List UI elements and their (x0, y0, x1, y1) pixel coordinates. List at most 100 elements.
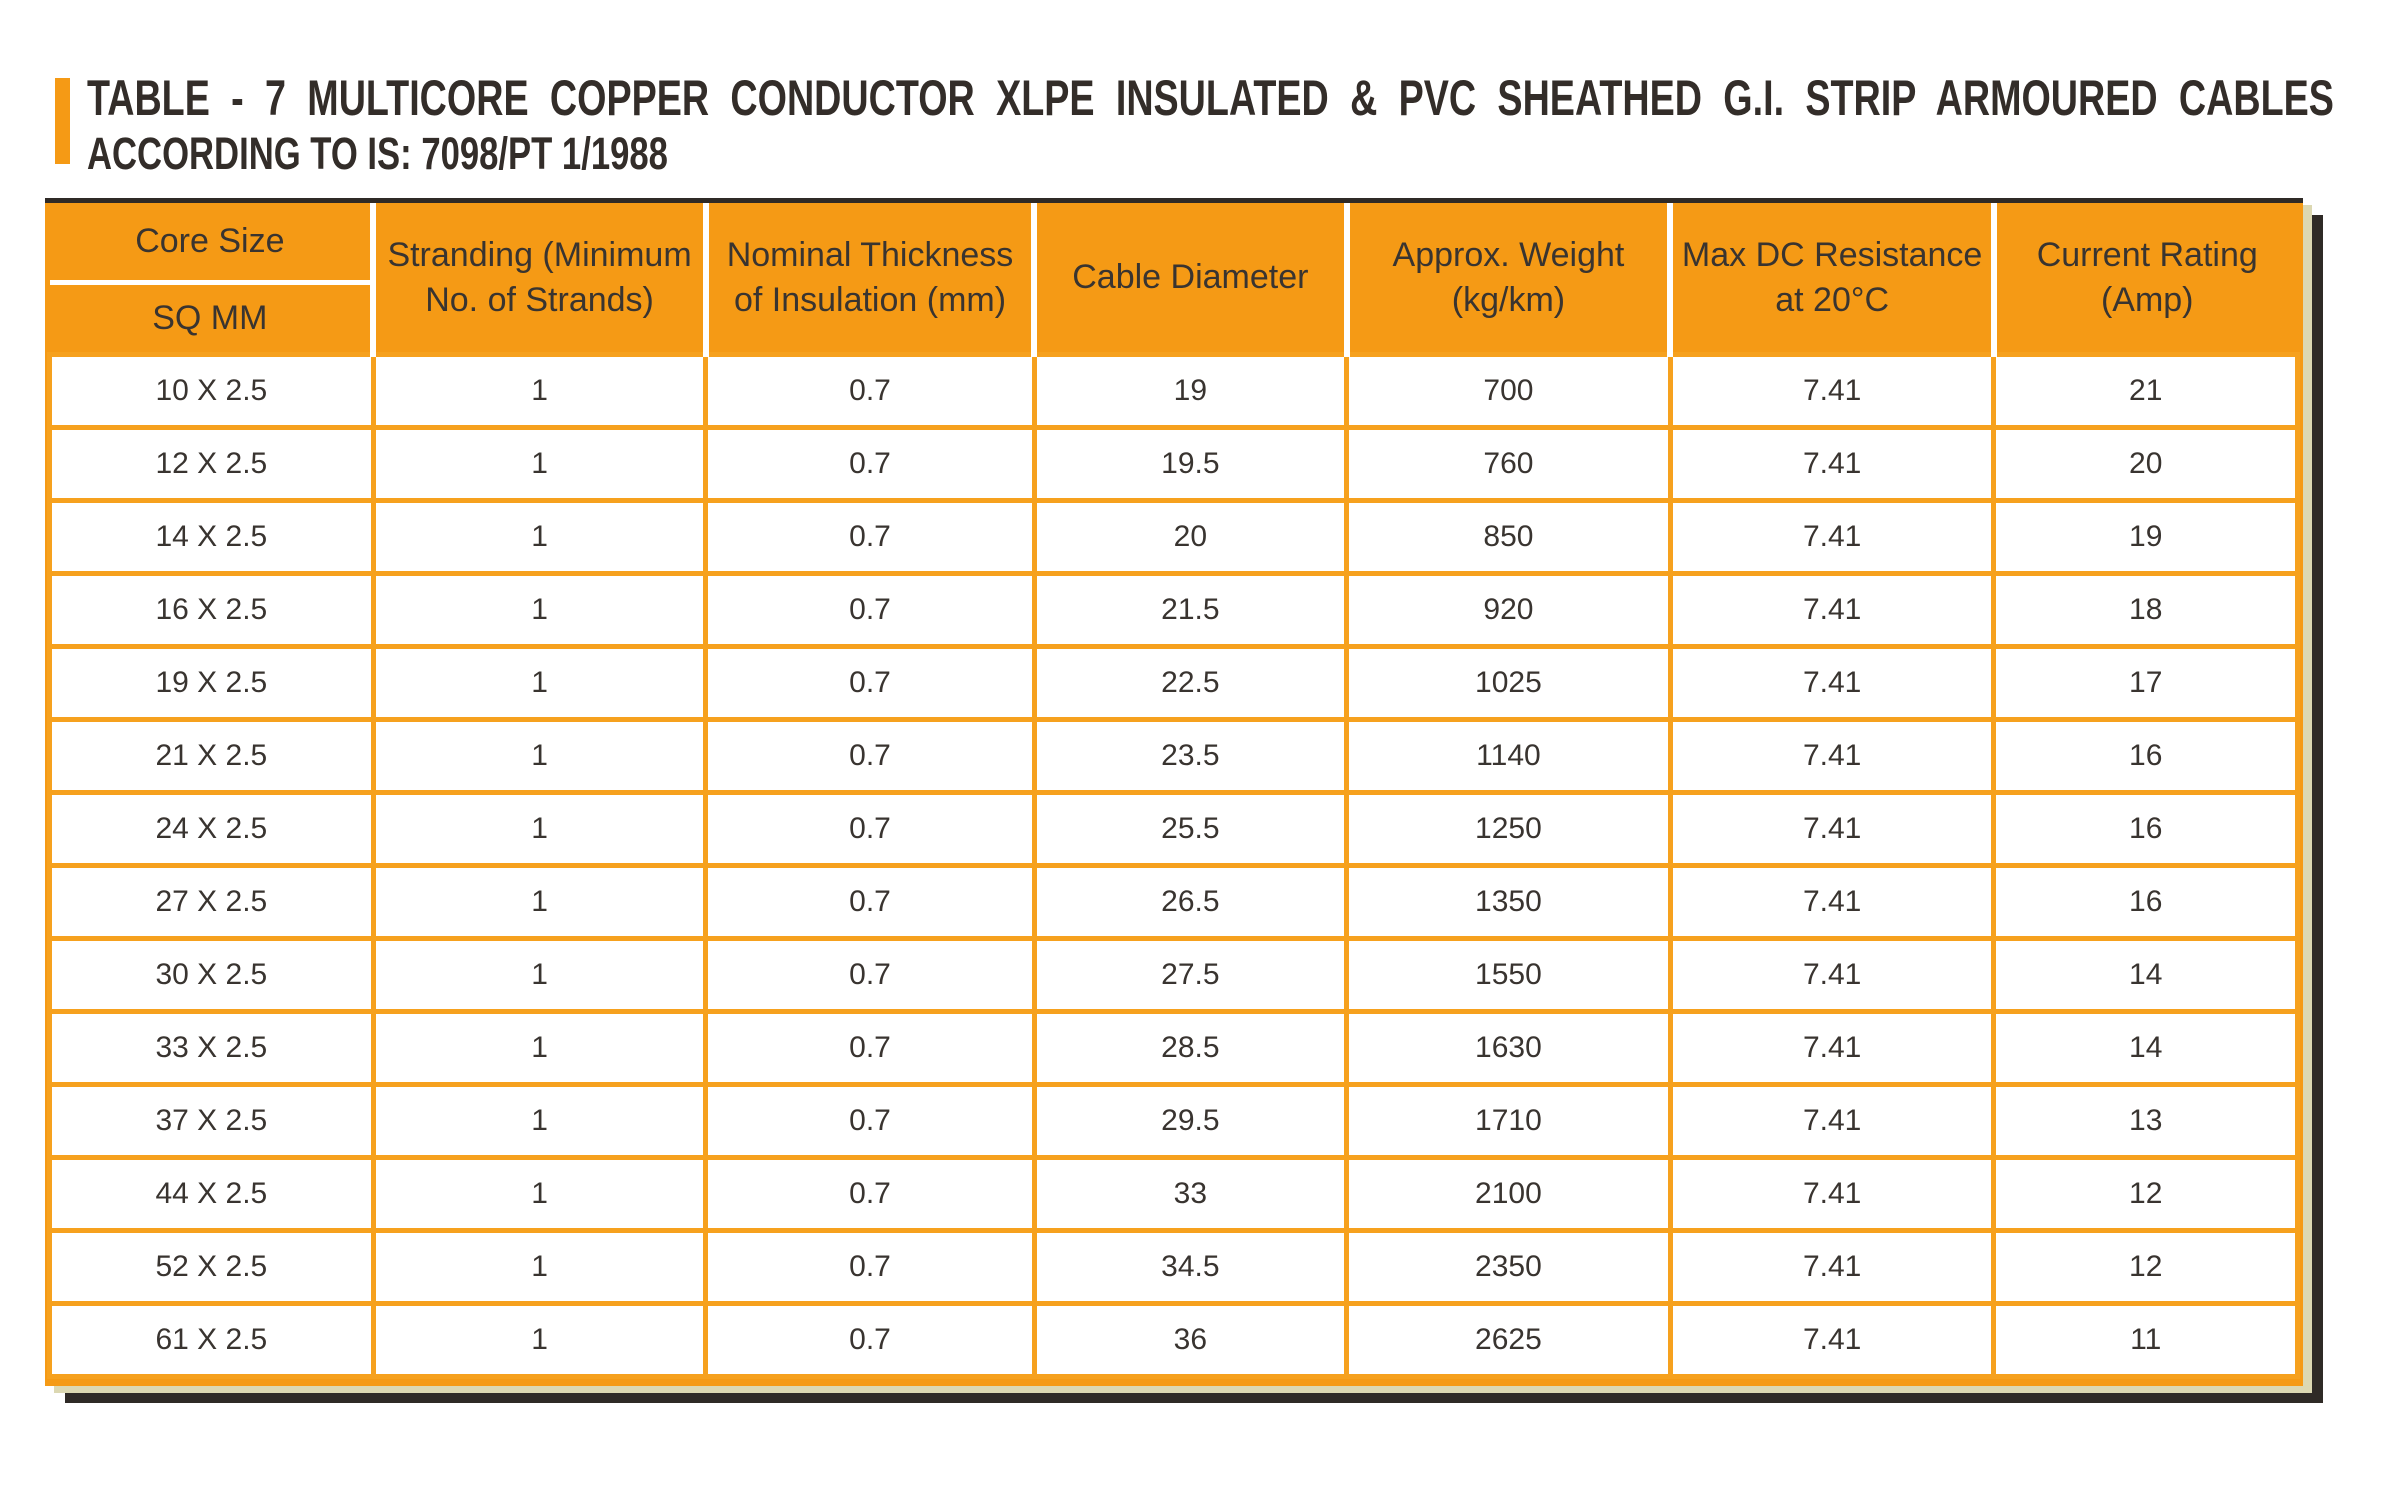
table-cell: 1 (370, 790, 709, 868)
table-cell: 1140 (1344, 717, 1673, 795)
page-subtitle: ACCORDING TO IS: 7098/PT 1/1988 (87, 128, 668, 179)
table-cell: 0.7 (703, 936, 1037, 1014)
table-cell: 7.41 (1667, 790, 1997, 868)
header-current-rating: Current Rating (Amp) (1990, 203, 2298, 357)
core-size-divider (49, 280, 371, 285)
table-cell: 19.5 (1031, 425, 1350, 503)
table-cell: 0.7 (703, 1155, 1037, 1233)
table-cell: 19 (1991, 498, 2300, 576)
table-row: 37 X 2.5 1 0.7 29.5 1710 7.41 13 (47, 1082, 2300, 1160)
table-cell: 21 X 2.5 (47, 717, 376, 795)
table-cell: 18 (1991, 571, 2300, 649)
header-line: Nominal Thickness (726, 235, 1014, 274)
header-line: of Insulation (mm) (733, 280, 1007, 319)
table-cell: 27 X 2.5 (47, 863, 376, 941)
table-cell: 1710 (1344, 1082, 1673, 1160)
table-cell: 23.5 (1031, 717, 1350, 795)
table-cell: 0.7 (703, 352, 1037, 430)
table-row: 19 X 2.5 1 0.7 22.5 1025 7.41 17 (47, 644, 2300, 722)
table-cell: 1 (370, 863, 709, 941)
table-header: Core Size SQ MM Stranding (Minimum No. o… (49, 203, 2298, 357)
table-cell: 7.41 (1667, 936, 1997, 1014)
table-cell: 7.41 (1667, 1082, 1997, 1160)
header-stranding: Stranding (Minimum No. of Strands) (370, 203, 706, 357)
table-row: 21 X 2.5 1 0.7 23.5 1140 7.41 16 (47, 717, 2300, 795)
table-cell: 12 X 2.5 (47, 425, 376, 503)
table-cell: 19 (1031, 352, 1350, 430)
table-cell: 0.7 (703, 644, 1037, 722)
table-cell: 1 (370, 1155, 709, 1233)
table-cell: 33 (1031, 1155, 1350, 1233)
table-cell: 25.5 (1031, 790, 1350, 868)
table-cell: 1250 (1344, 790, 1673, 868)
table-cell: 1025 (1344, 644, 1673, 722)
header-line: Current Rating (2036, 235, 2258, 274)
table-cell: 0.7 (703, 790, 1037, 868)
header-cable-diameter: Cable Diameter (1031, 203, 1347, 357)
table-cell: 1550 (1344, 936, 1673, 1014)
header-line: Cable Diameter (1072, 258, 1309, 297)
table-cell: 7.41 (1667, 352, 1997, 430)
table-cell: 30 X 2.5 (47, 936, 376, 1014)
table-cell: 1 (370, 936, 709, 1014)
header-row: Core Size SQ MM Stranding (Minimum No. o… (49, 203, 2298, 357)
table-cell: 20 (1031, 498, 1350, 576)
table-cell: 33 X 2.5 (47, 1009, 376, 1087)
table-row: 12 X 2.5 1 0.7 19.5 760 7.41 20 (47, 425, 2300, 503)
table-cell: 1350 (1344, 863, 1673, 941)
header-line: at 20°C (1775, 280, 1890, 319)
table-cell: 24 X 2.5 (47, 790, 376, 868)
table-cell: 1 (370, 425, 709, 503)
table-row: 14 X 2.5 1 0.7 20 850 7.41 19 (47, 498, 2300, 576)
table-cell: 29.5 (1031, 1082, 1350, 1160)
table-row: 10 X 2.5 1 0.7 19 700 7.41 21 (47, 352, 2300, 430)
table-cell: 1 (370, 498, 709, 576)
table-cell: 21 (1991, 352, 2300, 430)
table-cell: 0.7 (703, 425, 1037, 503)
header-max-dc-resistance: Max DC Resistance at 20°C (1667, 203, 1994, 357)
table-cell: 7.41 (1667, 498, 1997, 576)
table-cell: 700 (1344, 352, 1673, 430)
table-cell: 7.41 (1667, 644, 1997, 722)
table-cell: 14 X 2.5 (47, 498, 376, 576)
cable-spec-table: Core Size SQ MM Stranding (Minimum No. o… (45, 198, 2303, 1386)
table-cell: 7.41 (1667, 1155, 1997, 1233)
title-block: TABLE - 7 MULTICORE COPPER CONDUCTOR XLP… (55, 72, 2404, 176)
table-cell: 34.5 (1031, 1228, 1350, 1306)
table-cell: 13 (1991, 1082, 2300, 1160)
table-cell: 16 (1991, 863, 2300, 941)
table-cell: 760 (1344, 425, 1673, 503)
header-line: Max DC Resistance (1681, 235, 1983, 274)
table-cell: 61 X 2.5 (47, 1301, 376, 1379)
table-cell: 1 (370, 644, 709, 722)
table-cell: 0.7 (703, 1301, 1037, 1379)
table-cell: 17 (1991, 644, 2300, 722)
table-cell: 12 (1991, 1228, 2300, 1306)
title-text: TABLE - 7 MULTICORE COPPER CONDUCTOR XLP… (87, 72, 2404, 176)
table-cell: 28.5 (1031, 1009, 1350, 1087)
table-cell: 0.7 (703, 1009, 1037, 1087)
table-cell: 16 (1991, 790, 2300, 868)
table-cell: 2625 (1344, 1301, 1673, 1379)
table-body: 10 X 2.5 1 0.7 19 700 7.41 21 12 X 2.5 1 0.7 19.5 7… (47, 352, 2300, 1379)
header-core-size-label: Core Size (135, 222, 285, 261)
table-cell: 7.41 (1667, 1009, 1997, 1087)
table-cell: 1 (370, 717, 709, 795)
table-cell: 16 (1991, 717, 2300, 795)
table-cell: 12 (1991, 1155, 2300, 1233)
table-row: 52 X 2.5 1 0.7 34.5 2350 7.41 12 (47, 1228, 2300, 1306)
table-row: 30 X 2.5 1 0.7 27.5 1550 7.41 14 (47, 936, 2300, 1014)
header-core-size: Core Size SQ MM (49, 203, 374, 357)
header-approx-weight: Approx. Weight (kg/km) (1343, 203, 1671, 357)
table-cell: 36 (1031, 1301, 1350, 1379)
table-cell: 1 (370, 1082, 709, 1160)
table-cell: 44 X 2.5 (47, 1155, 376, 1233)
table-cell: 0.7 (703, 571, 1037, 649)
table-cell: 7.41 (1667, 425, 1997, 503)
table-cell: 0.7 (703, 498, 1037, 576)
table-cell: 27.5 (1031, 936, 1350, 1014)
table-cell: 52 X 2.5 (47, 1228, 376, 1306)
table-cell: 14 (1991, 936, 2300, 1014)
table-row: 61 X 2.5 1 0.7 36 2625 7.41 11 (47, 1301, 2300, 1379)
table-row: 33 X 2.5 1 0.7 28.5 1630 7.41 14 (47, 1009, 2300, 1087)
